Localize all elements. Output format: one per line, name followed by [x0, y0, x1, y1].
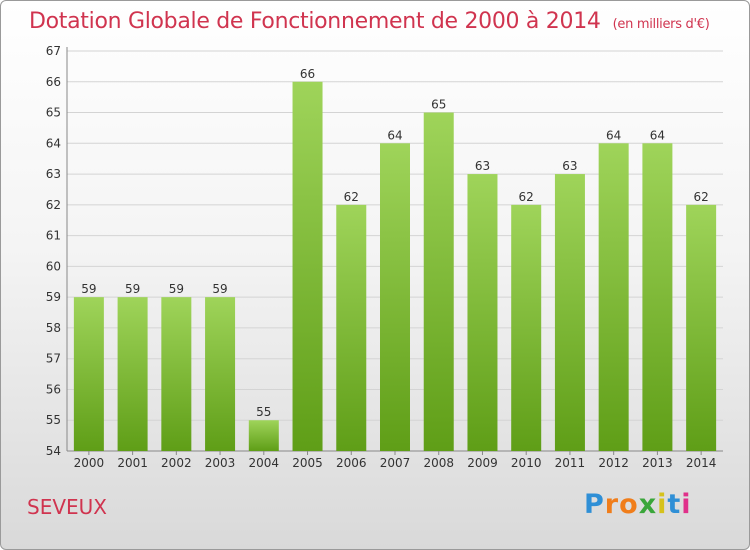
x-tick-label: 2010	[511, 456, 542, 470]
x-tick-label: 2004	[249, 456, 280, 470]
y-tick-label: 67	[46, 44, 61, 58]
x-tick-label: 2001	[117, 456, 148, 470]
bar	[598, 143, 629, 452]
data-label: 55	[256, 405, 271, 419]
axes: 54 55 56 57 58 59 60 61 62 63 64 65 66 67 2000 2001 2002…	[46, 44, 723, 470]
logo-letter: o	[619, 489, 639, 520]
data-label: 62	[519, 190, 534, 204]
data-label: 64	[650, 128, 665, 142]
y-tick-label: 57	[46, 352, 61, 366]
bar	[554, 174, 585, 452]
bar	[161, 297, 192, 451]
chart-subtitle: (en milliers d'€)	[612, 17, 710, 32]
bars	[73, 81, 717, 452]
y-tick-label: 55	[46, 413, 61, 427]
x-tick-label: 2011	[555, 456, 586, 470]
y-tick-label: 59	[46, 290, 61, 304]
y-tick-label: 63	[46, 167, 61, 181]
bar	[467, 174, 498, 452]
logo-letter: P	[584, 489, 605, 520]
y-tick-label: 60	[46, 259, 61, 273]
x-tick-label: 2005	[292, 456, 323, 470]
x-tick-label: 2000	[74, 456, 105, 470]
data-label: 62	[344, 190, 359, 204]
commune-name: SEVEUX	[27, 495, 107, 519]
y-tick-label: 54	[46, 444, 61, 458]
bar	[423, 112, 454, 452]
data-label: 62	[693, 190, 708, 204]
logo-letter: i	[681, 489, 692, 520]
bar	[642, 143, 673, 452]
bar	[292, 81, 323, 452]
y-tick-label: 62	[46, 198, 61, 212]
x-tick-label: 2003	[205, 456, 236, 470]
bar	[248, 420, 279, 451]
bar	[380, 143, 410, 452]
x-tick-label: 2014	[686, 456, 717, 470]
bar	[686, 204, 717, 451]
x-tick-label: 2009	[467, 456, 498, 470]
y-tick-label: 61	[46, 229, 61, 243]
y-tick-label: 58	[46, 321, 61, 335]
logo-letter: i	[657, 489, 668, 520]
data-label: 59	[169, 282, 184, 296]
data-label: 59	[212, 282, 227, 296]
title-text: Dotation Globale de Fonctionnement de 20…	[29, 9, 601, 34]
data-label: 65	[431, 98, 446, 112]
logo-letter: r	[604, 489, 620, 520]
logo-letter: t	[667, 489, 682, 520]
data-label: 64	[606, 128, 621, 142]
proxiti-logo[interactable]: Proxiti	[584, 489, 692, 520]
y-tick-label: 64	[46, 136, 61, 150]
bar	[117, 297, 148, 451]
chart-title: Dotation Globale de Fonctionnement de 20…	[29, 9, 710, 34]
bar	[511, 204, 542, 451]
bar	[73, 297, 104, 451]
data-label: 59	[81, 282, 96, 296]
data-label: 59	[125, 282, 140, 296]
y-tick-label: 65	[46, 106, 61, 120]
x-tick-label: 2007	[380, 456, 411, 470]
bar	[205, 297, 236, 451]
data-label: 63	[562, 159, 577, 173]
x-tick-label: 2008	[423, 456, 454, 470]
data-label: 64	[387, 128, 402, 142]
data-label: 66	[300, 67, 315, 81]
x-tick-label: 2002	[161, 456, 192, 470]
data-labels: 59 59 59 59 55 66 62 64 65 63 62 63 64 64 62	[81, 67, 709, 419]
data-label: 63	[475, 159, 490, 173]
bar	[336, 204, 367, 451]
logo-letter: x	[638, 489, 658, 520]
x-tick-label: 2012	[598, 456, 629, 470]
x-tick-label: 2006	[336, 456, 367, 470]
y-tick-label: 66	[46, 75, 61, 89]
x-tick-label: 2013	[642, 456, 673, 470]
y-tick-label: 56	[46, 382, 61, 396]
